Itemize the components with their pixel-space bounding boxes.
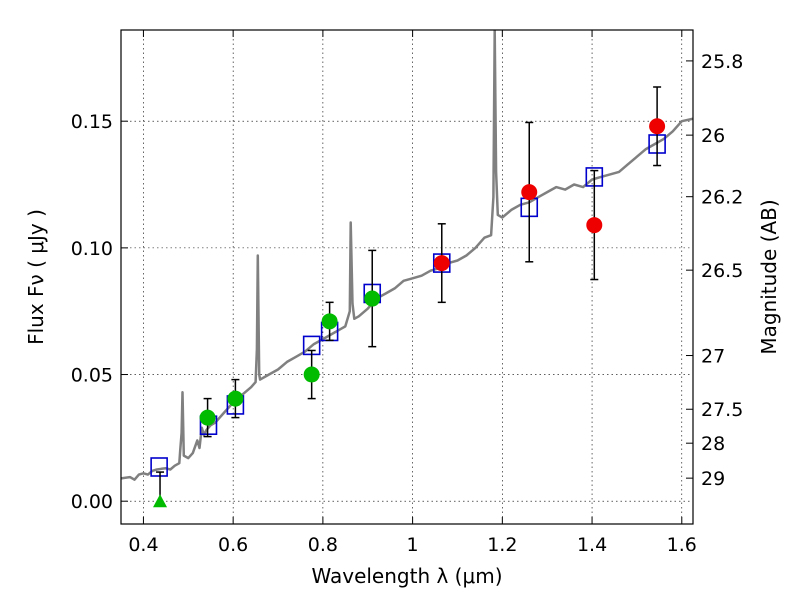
x-tick-label: 1.4 [577,534,607,556]
y2-axis-label: Magnitude (AB) [757,199,781,354]
x-axis-label: Wavelength λ (μm) [311,564,502,588]
x-tick-label: 1.6 [667,534,697,556]
y-tick-label: 0.10 [71,238,113,260]
grid-lines [121,30,693,524]
x-tick-label: 0.6 [218,534,248,556]
y2-tick-label: 26.5 [701,260,743,282]
model-photometry-square [150,457,168,477]
observed-point [521,184,538,201]
upper-limit-triangle [153,494,168,508]
y2-tick-label: 27.5 [701,399,743,421]
data-marks [121,30,693,508]
y2-tick-label: 26 [701,125,725,147]
observed-point [303,366,320,383]
y-axis-label: Flux Fν ( μJy ) [24,209,48,345]
x-tick-label: 1 [407,534,419,556]
observed-point [364,290,381,307]
y-tick-label: 0.05 [71,365,113,387]
axis-ticks: 0.4 0.6 0.8 1 1.2 1.4 1.6 0.00 0.05 0.10 0.15 25.8 2… [71,30,743,556]
y2-tick-label: 26.2 [701,187,743,209]
x-tick-label: 0.8 [308,534,338,556]
plot-frame [120,29,694,525]
observed-point [649,118,666,135]
observed-point [227,390,244,407]
y-tick-label: 0.00 [71,491,113,513]
y-tick-label: 0.15 [71,111,113,133]
y2-tick-label: 25.8 [701,51,743,73]
x-tick-label: 1.2 [487,534,517,556]
observed-point [433,255,450,272]
observed-point [199,409,216,426]
y2-tick-label: 28 [701,433,725,455]
observed-point [321,313,338,330]
observed-point [586,217,603,234]
y2-tick-label: 27 [701,346,725,368]
x-tick-label: 0.4 [128,534,158,556]
spectrum-line [121,30,693,481]
y2-tick-label: 29 [701,468,725,490]
